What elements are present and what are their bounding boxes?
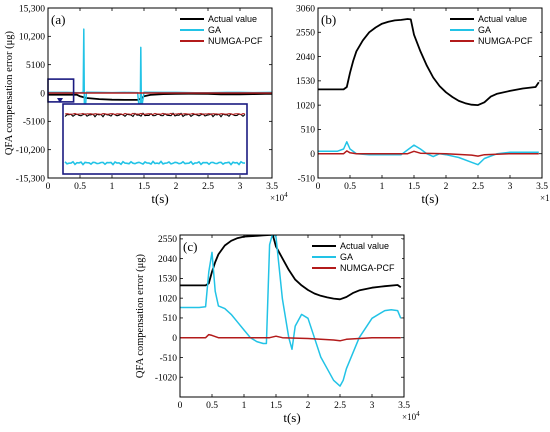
- y-tick-label: 2550: [158, 235, 177, 245]
- series-line-ga: [180, 235, 402, 387]
- x-tick-label: 0.5: [74, 182, 86, 192]
- x-tick-label: 1.5: [138, 182, 150, 192]
- x-tick-label: 2: [174, 182, 179, 192]
- panel-a: 0 0.5 1 1.5 2 2.5 3 3.5 15,300 10,200 5100 0 -5100 -1…: [4, 4, 288, 206]
- series-line-ga: [318, 141, 539, 166]
- y-tick-label: -15,300: [16, 174, 46, 184]
- x-tick-label: 0: [46, 182, 51, 192]
- inset-line-numga: [64, 112, 246, 116]
- y-tick-label: 0: [40, 89, 45, 99]
- x-multiplier: ×104: [540, 191, 550, 203]
- legend-entry: NUMGA-PCF: [478, 36, 533, 46]
- series-line-numga: [318, 150, 539, 157]
- y-axis-title: QFA compensation error (μg): [135, 253, 146, 378]
- inset-arrow-head: [57, 98, 63, 103]
- x-tick-label: 1: [380, 182, 385, 192]
- legend-entry: GA: [340, 252, 353, 262]
- x-tick-label: 0: [316, 182, 321, 192]
- y-tick-label: 1530: [296, 77, 315, 87]
- x-tick-label: 2.5: [334, 401, 346, 411]
- y-tick-label: 2040: [296, 53, 315, 63]
- x-tick-label: 0: [178, 401, 183, 411]
- series-group: [318, 18, 540, 166]
- panel-label: (c): [183, 239, 197, 254]
- panel-label: (a): [51, 12, 65, 27]
- y-tick-label: -510: [160, 354, 178, 364]
- x-axis-title: t(s): [283, 410, 300, 425]
- legend-entry: NUMGA-PCF: [340, 263, 395, 273]
- x-multiplier: ×104: [402, 410, 420, 422]
- x-multiplier: ×104: [270, 191, 288, 203]
- series-group: [180, 235, 402, 387]
- y-tick-label: 1530: [158, 275, 177, 285]
- x-tick-label: 2: [306, 401, 311, 411]
- y-tick-label: 0: [172, 334, 177, 344]
- y-tick-label: 510: [163, 314, 178, 324]
- y-tick-label: 1020: [296, 101, 315, 111]
- plot-frame: [47, 7, 273, 179]
- y-tick-label: -1020: [155, 374, 177, 384]
- x-tick-label: 3.5: [266, 182, 278, 192]
- y-tick-label: 2550: [296, 29, 315, 39]
- x-multiplier-exponent: 4: [416, 410, 420, 418]
- y-tick-label: 10,200: [19, 33, 45, 43]
- x-tick-label: 3: [508, 182, 513, 192]
- y-tick-label: 1020: [158, 294, 177, 304]
- series-line-numga: [180, 333, 401, 342]
- x-axis-title: t(s): [151, 191, 168, 206]
- x-tick-label: 2.5: [472, 182, 484, 192]
- y-axis-title: QFA compensation error (μg): [4, 30, 15, 155]
- series-line-actual: [318, 18, 540, 106]
- x-tick-label: 0.5: [206, 401, 218, 411]
- series-line-actual: [48, 92, 272, 101]
- x-tick-label: 3: [238, 182, 243, 192]
- x-tick-label: 1: [110, 182, 115, 192]
- y-tick-label: 5100: [26, 61, 45, 71]
- x-tick-label: 3.5: [398, 401, 410, 411]
- x-tick-label: 1.5: [270, 401, 282, 411]
- y-tick-label: 510: [301, 126, 316, 136]
- y-tick-label: -10,200: [16, 146, 46, 156]
- inset-line-ga: [64, 160, 246, 166]
- y-tick-label: -510: [298, 174, 316, 184]
- legend-entry: GA: [478, 25, 491, 35]
- x-tick-label: 0.5: [344, 182, 356, 192]
- y-tick-label: 3060: [296, 4, 315, 14]
- series-line-actual: [180, 235, 402, 301]
- y-tick-label: -5100: [23, 118, 45, 128]
- x-tick-label: 3: [370, 401, 375, 411]
- x-tick-label: 2: [444, 182, 449, 192]
- panel-c: 0 0.5 1 1.5 2 2.5 3 3.5 2550 2040 1530 1020 510 0 -510…: [135, 234, 420, 425]
- legend-entry: Actual value: [340, 241, 389, 251]
- panel-label: (b): [321, 12, 336, 27]
- x-multiplier-exponent: 4: [284, 191, 288, 199]
- y-tick-label: 2040: [158, 255, 177, 265]
- x-tick-label: 2.5: [202, 182, 214, 192]
- y-tick-label: 15,300: [19, 4, 45, 14]
- x-axis-title: t(s): [421, 191, 438, 206]
- legend-entry: Actual value: [478, 14, 527, 24]
- x-tick-label: 3.5: [536, 182, 548, 192]
- inset-line-actual: [64, 112, 246, 118]
- x-tick-label: 1.5: [408, 182, 420, 192]
- plot-frame: [317, 7, 543, 179]
- y-tick-label: 0: [310, 150, 315, 160]
- legend-entry: NUMGA-PCF: [208, 36, 263, 46]
- x-tick-label: 1: [242, 401, 247, 411]
- plot-frame: [179, 234, 405, 398]
- legend-entry: Actual value: [208, 14, 257, 24]
- legend-entry: GA: [208, 25, 221, 35]
- panel-b: 0 0.5 1 1.5 2 2.5 3 3.5 3060 2550 2040 1530 1020 510 0…: [296, 4, 550, 206]
